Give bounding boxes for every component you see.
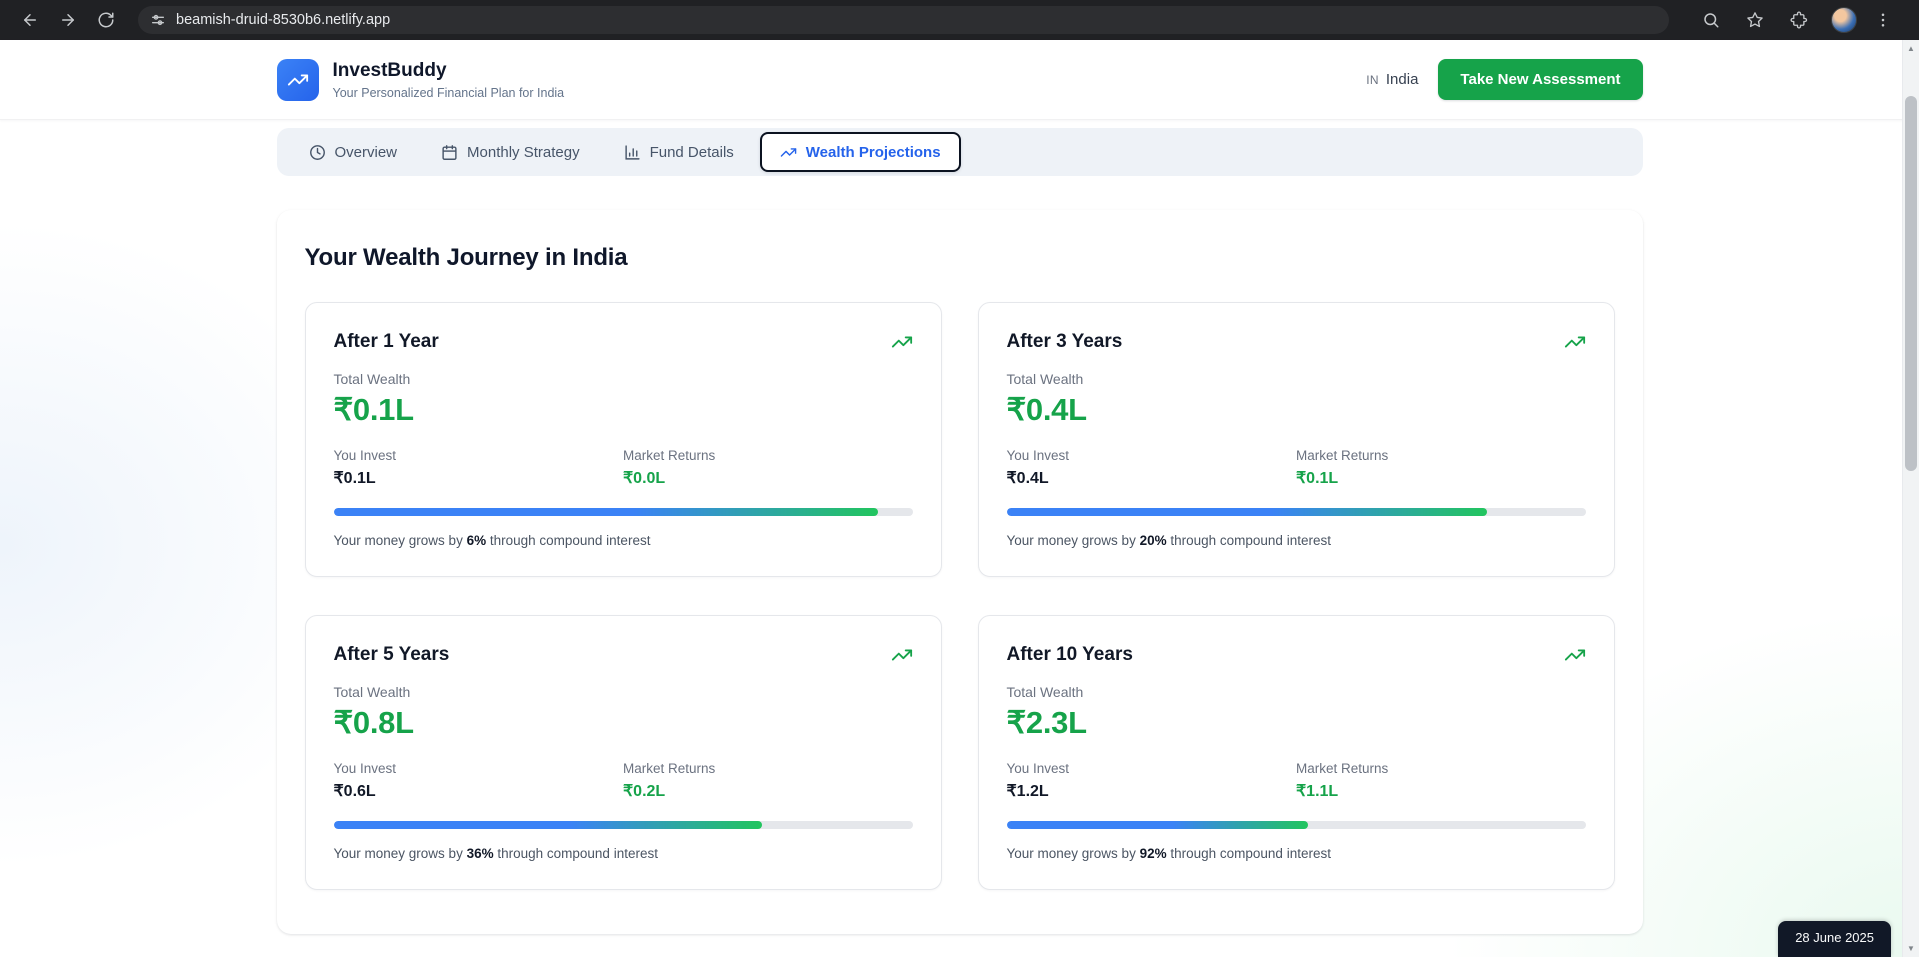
progress-track [333,821,913,829]
market-returns-value: ₹0.2L [623,783,666,800]
trending-up-icon [891,644,913,666]
projection-title: After 3 Years [1006,331,1123,352]
total-wealth-label: Total Wealth [1006,684,1084,700]
reload-button[interactable] [90,4,122,36]
tab-overview[interactable]: Overview [291,132,416,172]
country-code: IN [1366,72,1379,87]
total-wealth-value: ₹0.4L [1006,392,1088,427]
you-invest-value: ₹1.2L [1006,783,1049,800]
market-returns-value: ₹1.1L [1296,783,1339,800]
tab-monthly-strategy[interactable]: Monthly Strategy [423,132,598,172]
projection-card-10-years: After 10 Years Total Wealth ₹2.3L You In… [977,615,1615,890]
calendar-icon [441,144,458,161]
extensions-icon[interactable] [1783,4,1815,36]
total-wealth-value: ₹0.1L [333,392,415,427]
tab-bar: Overview Monthly Strategy Fund Details W… [276,128,1643,176]
clock-icon [309,144,326,161]
browser-menu-icon[interactable] [1867,4,1899,36]
projection-title: After 10 Years [1006,644,1133,665]
you-invest-label: You Invest [1006,448,1070,463]
trending-up-icon [1564,331,1586,353]
page-title: Your Wealth Journey in India [304,244,628,271]
trending-up-icon [287,69,309,91]
wealth-projections-panel: Your Wealth Journey in India After 1 Yea… [276,210,1643,934]
market-returns-label: Market Returns [623,761,716,776]
tab-fund-details[interactable]: Fund Details [606,132,752,172]
country-indicator: IN India [1366,71,1418,88]
progress-fill [1006,821,1308,829]
progress-track [333,508,913,516]
you-invest-value: ₹0.6L [333,783,376,800]
zoom-icon[interactable] [1695,4,1727,36]
app-title: InvestBuddy [332,59,447,81]
back-button[interactable] [14,4,46,36]
url-text: beamish-druid-8530b6.netlify.app [176,12,391,28]
browser-toolbar: beamish-druid-8530b6.netlify.app [0,0,1919,40]
market-returns-label: Market Returns [1296,448,1389,463]
market-returns-value: ₹0.0L [623,470,666,487]
bookmark-star-icon[interactable] [1739,4,1771,36]
date-badge: 28 June 2025 [1778,921,1891,957]
scroll-up-arrow[interactable]: ▲ [1907,44,1915,53]
app-tagline: Your Personalized Financial Plan for Ind… [332,85,565,100]
profile-avatar[interactable] [1831,7,1857,33]
market-returns-value: ₹0.1L [1296,470,1339,487]
trending-up-icon [891,331,913,353]
address-bar[interactable]: beamish-druid-8530b6.netlify.app [138,6,1669,34]
you-invest-value: ₹0.4L [1006,470,1049,487]
you-invest-value: ₹0.1L [333,470,376,487]
page-background: InvestBuddy Your Personalized Financial … [0,40,1919,957]
progress-track [1006,508,1586,516]
bar-chart-icon [624,144,641,161]
tab-wealth-projections[interactable]: Wealth Projections [759,132,961,172]
growth-note: Your money grows by 6% through compound … [333,533,651,548]
projection-card-1-year: After 1 Year Total Wealth ₹0.1L You Inve… [304,302,942,577]
progress-fill [333,821,762,829]
market-returns-label: Market Returns [623,448,716,463]
trending-up-icon [780,144,797,161]
projection-title: After 5 Years [333,644,450,665]
trending-up-icon [1564,644,1586,666]
market-returns-label: Market Returns [1296,761,1389,776]
projection-grid: After 1 Year Total Wealth ₹0.1L You Inve… [304,302,1615,890]
forward-button[interactable] [52,4,84,36]
site-header: InvestBuddy Your Personalized Financial … [0,40,1919,120]
country-name: India [1385,71,1419,88]
projection-title: After 1 Year [333,331,439,352]
take-new-assessment-button[interactable]: Take New Assessment [1438,59,1643,100]
progress-fill [1006,508,1488,516]
growth-note: Your money grows by 92% through compound… [1006,846,1331,861]
site-settings-icon[interactable] [150,12,166,28]
total-wealth-value: ₹0.8L [333,705,415,740]
you-invest-label: You Invest [1006,761,1070,776]
projection-card-3-years: After 3 Years Total Wealth ₹0.4L You Inv… [977,302,1615,577]
total-wealth-label: Total Wealth [1006,371,1084,387]
growth-note: Your money grows by 36% through compound… [333,846,658,861]
scrollbar-thumb[interactable] [1905,96,1917,471]
total-wealth-value: ₹2.3L [1006,705,1088,740]
you-invest-label: You Invest [333,761,397,776]
scrollbar[interactable]: ▲ ▼ [1902,40,1919,957]
total-wealth-label: Total Wealth [333,371,411,387]
brand: InvestBuddy Your Personalized Financial … [276,58,565,101]
growth-note: Your money grows by 20% through compound… [1006,533,1331,548]
progress-fill [333,508,878,516]
total-wealth-label: Total Wealth [333,684,411,700]
progress-track [1006,821,1586,829]
you-invest-label: You Invest [333,448,397,463]
app-logo [276,58,319,101]
scroll-down-arrow[interactable]: ▼ [1907,944,1915,953]
projection-card-5-years: After 5 Years Total Wealth ₹0.8L You Inv… [304,615,942,890]
